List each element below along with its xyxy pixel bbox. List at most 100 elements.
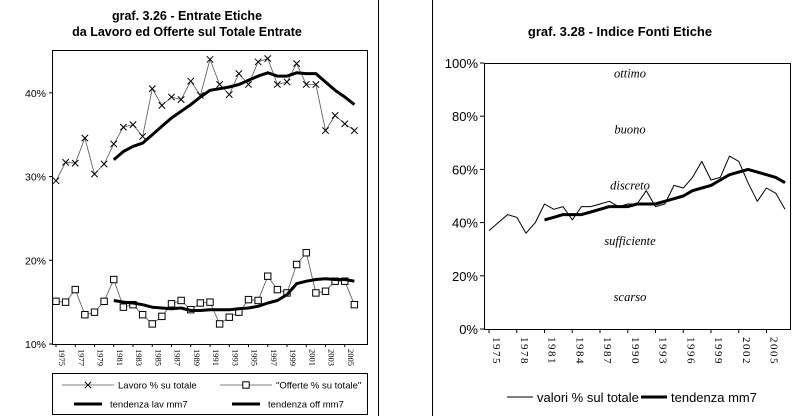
chart1-point-offerte xyxy=(138,311,147,319)
chart2-legend-label: valori % sul totale xyxy=(537,390,639,405)
chart2-xtick-label: 2005 xyxy=(768,337,780,365)
chart2-xtick-label: 1975 xyxy=(490,337,502,365)
chart1-point-lavoro xyxy=(331,111,339,120)
chart1-ytick-label: 10% xyxy=(25,339,46,351)
chart1-point-lavoro xyxy=(187,77,195,85)
chart1-title: graf. 3.26 - Entrate Etiche xyxy=(112,9,262,23)
chart1-point-offerte xyxy=(292,260,301,269)
chart1-point-lavoro xyxy=(235,70,243,78)
chart2-zone-label: scarso xyxy=(614,290,647,304)
chart1-point-offerte xyxy=(350,300,359,309)
chart2-xtick-label: 1978 xyxy=(518,337,530,365)
chart1-point-lavoro xyxy=(167,93,176,101)
chart1-xtick-label: 1991 xyxy=(211,349,221,366)
chart1-point-lavoro xyxy=(90,170,99,178)
chart1-point-offerte xyxy=(167,300,176,308)
chart1-xtick-label: 1981 xyxy=(115,349,125,366)
chart2-xtick-label: 1987 xyxy=(601,337,613,365)
chart1-point-lavoro xyxy=(264,54,272,63)
chart2-zone-label: buono xyxy=(614,123,645,137)
chart2-zone-label: discreto xyxy=(610,178,650,192)
chart1-xtick-label: 1989 xyxy=(192,349,202,366)
chart1-series-line-3 xyxy=(113,277,355,312)
chart1-point-lavoro xyxy=(110,140,118,148)
chart-indice-fonti-etiche: graf. 3.28 - Indice Fonti Etiche 0% 20% 40… xyxy=(445,24,791,405)
chart1-series-line-1 xyxy=(55,252,355,325)
chart1-series-line-2 xyxy=(112,71,356,161)
chart1-point-offerte xyxy=(110,275,118,284)
chart1-point-lavoro xyxy=(312,80,320,89)
chart1-xtick-label: 1993 xyxy=(230,349,240,366)
chart2-xtick-label: 1984 xyxy=(573,337,585,365)
chart1-legend-label: tendenza lav mm7 xyxy=(110,400,188,411)
chart1-xtick-label: 2001 xyxy=(307,349,317,366)
chart1-point-offerte xyxy=(196,299,205,307)
chart2-ytick-label: 40% xyxy=(452,216,478,231)
chart1-point-lavoro xyxy=(81,134,89,142)
chart2-xtick-label: 2002 xyxy=(740,337,752,365)
chart1-point-lavoro xyxy=(321,126,330,135)
chart2-legend-entries: valori % sul totale tendenza mm7 xyxy=(507,390,757,405)
chart1-point-offerte xyxy=(273,285,282,294)
chart1-point-lavoro xyxy=(100,160,108,168)
chart1-ytick-label: 40% xyxy=(25,88,46,100)
chart1-subtitle: da Lavoro ed Offerte sul Totale Entrate xyxy=(72,25,302,39)
chart1-legend-label: "Offerte % su totale" xyxy=(276,381,361,392)
chart1-ytick-label: 30% xyxy=(25,172,46,184)
chart1-xtick-label: 1975 xyxy=(57,349,67,366)
chart2-legend-label: tendenza mm7 xyxy=(671,390,757,405)
chart1-xtick-label: 1999 xyxy=(288,349,298,366)
chart1-point-offerte xyxy=(119,303,128,311)
chart1-xtick-label: 1985 xyxy=(153,349,163,366)
chart1-point-lavoro xyxy=(52,177,60,185)
chart2-ytick-label: 20% xyxy=(452,269,478,284)
chart2-xtick-label: 1999 xyxy=(712,337,724,365)
chart1-point-lavoro xyxy=(341,120,349,128)
chart1-point-offerte xyxy=(71,285,79,294)
chart1-xtick-label: 2005 xyxy=(346,349,356,366)
chart1-point-offerte xyxy=(158,312,166,321)
chart1-point-offerte xyxy=(302,249,310,257)
chart1-point-lavoro xyxy=(139,132,147,140)
chart1-legend-entries: Lavoro % su totale "Offerte % su totale" t… xyxy=(62,381,361,411)
chart1-point-offerte xyxy=(148,320,156,328)
chart1-series xyxy=(52,54,359,328)
chart1-point-offerte xyxy=(100,297,108,306)
chart1-xtick-label: 1979 xyxy=(96,349,106,366)
chart1-point-offerte xyxy=(81,311,89,319)
chart2-zone-label: sufficiente xyxy=(604,234,656,248)
chart1-point-lavoro xyxy=(273,80,281,89)
chart-entrate-etiche: graf. 3.26 - Entrate Etiche da Lavoro ed… xyxy=(25,9,368,415)
chart1-point-lavoro xyxy=(71,159,79,167)
chart1-point-lavoro xyxy=(158,101,166,109)
chart1-series-line-0 xyxy=(55,58,355,181)
chart1-point-offerte xyxy=(215,320,224,328)
chart1-xtick-label: 1983 xyxy=(134,349,144,366)
chart1-point-lavoro xyxy=(350,126,358,135)
chart1-legend-marker xyxy=(242,381,250,389)
chart1-legend-label: Lavoro % su totale xyxy=(118,381,197,392)
chart1-xtick-label: 1995 xyxy=(250,349,260,366)
chart1-point-offerte xyxy=(61,298,70,306)
chart2-xtick-label: 1981 xyxy=(546,337,558,365)
chart1-point-offerte xyxy=(52,297,60,306)
chart2-zone-label: ottimo xyxy=(614,67,646,81)
chart2-xtick-label: 1996 xyxy=(684,337,696,365)
chart1-point-lavoro xyxy=(119,123,127,131)
chart1-point-offerte xyxy=(225,313,233,321)
chart1-point-offerte xyxy=(312,289,320,297)
chart1-point-lavoro xyxy=(129,121,137,129)
chart1-point-lavoro xyxy=(302,80,310,89)
chart2-xtick-label: 1993 xyxy=(657,337,669,365)
chart1-point-offerte xyxy=(264,272,272,280)
chart2-title: graf. 3.28 - Indice Fonti Etiche xyxy=(528,24,712,39)
chart1-legend xyxy=(52,373,368,415)
chart1-point-offerte xyxy=(254,296,262,305)
chart1-point-lavoro xyxy=(216,80,224,89)
chart2-plot-area xyxy=(484,63,791,330)
chart1-point-lavoro xyxy=(225,90,233,99)
chart1-legend-marker xyxy=(84,381,92,389)
chart2-annotations: ottimo buono discreto sufficiente scarso xyxy=(604,67,656,304)
chart1-point-lavoro xyxy=(62,158,70,166)
